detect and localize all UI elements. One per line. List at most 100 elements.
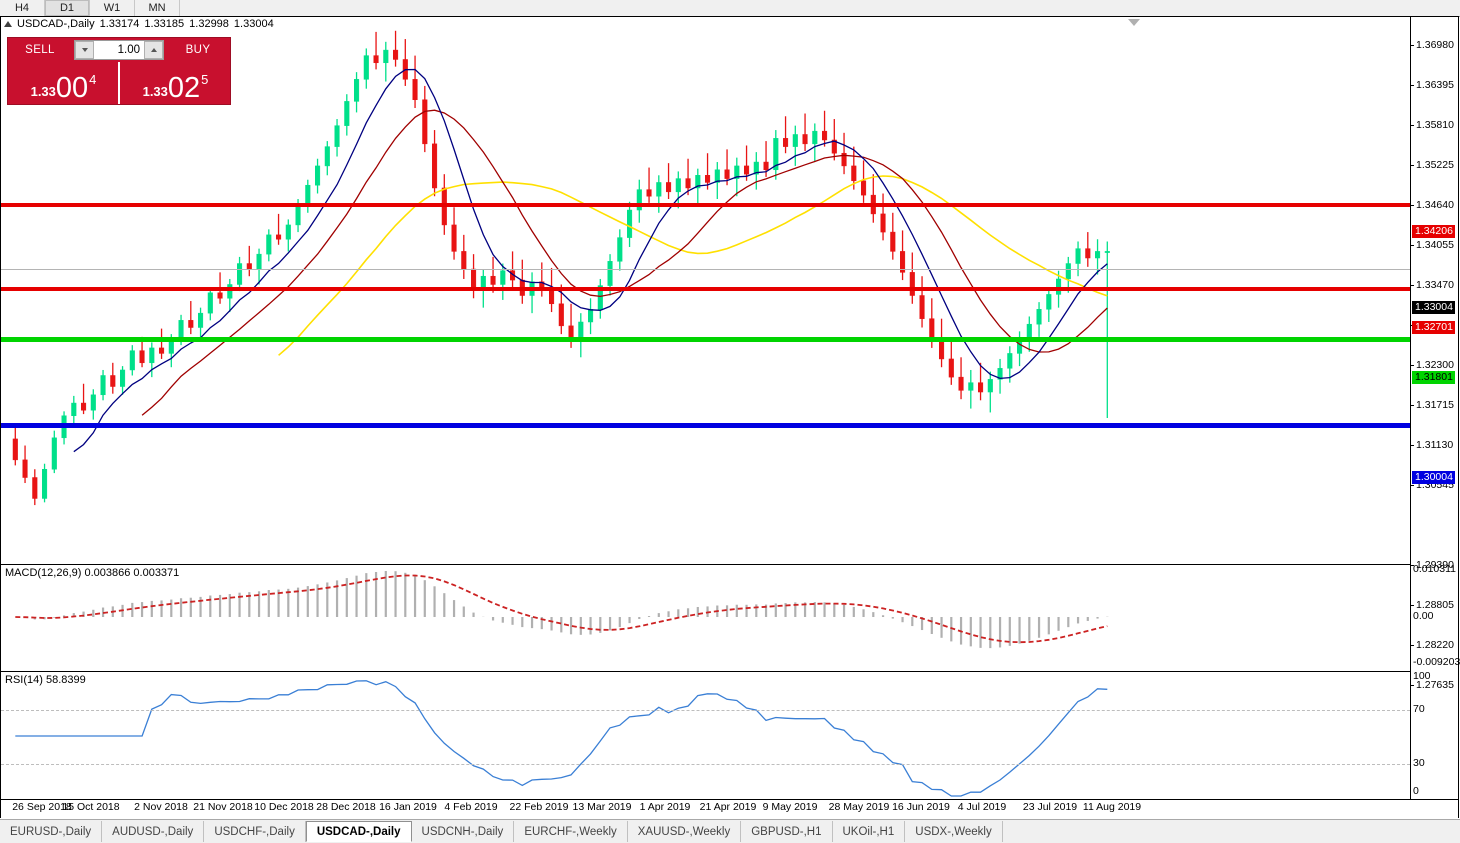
price-tick-label: 1.36980 xyxy=(1416,39,1454,51)
date-label-8: 22 Feb 2019 xyxy=(509,801,569,813)
sell-button[interactable]: 1.33 00 4 xyxy=(8,62,118,104)
rsi-band-30 xyxy=(1,764,1410,765)
price-tick-label: 1.33470 xyxy=(1416,279,1454,291)
buy-button[interactable]: 1.33 02 5 xyxy=(118,62,230,104)
symbol-tab-gbpusd[interactable]: GBPUSD-,H1 xyxy=(741,821,833,842)
symbol-tab-xauusd[interactable]: XAUUSD-,Weekly xyxy=(628,821,742,842)
rsi-tick-label: 30 xyxy=(1413,757,1425,769)
tick-mark xyxy=(1411,685,1414,686)
timeframe-tab-d1[interactable]: D1 xyxy=(45,0,90,16)
level-line-support-blue[interactable] xyxy=(1,423,1410,428)
volume-stepper[interactable]: 1.00 xyxy=(74,40,164,60)
symbol-tab-eurusd[interactable]: EURUSD-,Daily xyxy=(0,821,103,842)
tick-mark xyxy=(1411,445,1414,446)
level-line-support-green[interactable] xyxy=(1,337,1410,342)
buy-price-sup: 5 xyxy=(201,72,209,87)
price-tick-label: 1.32300 xyxy=(1416,359,1454,371)
symbol-tab-usdcnh[interactable]: USDCNH-,Daily xyxy=(412,821,515,842)
level-line-current-price xyxy=(1,269,1410,270)
macd-label: MACD(12,26,9) 0.003866 0.003371 xyxy=(5,567,183,579)
rsi-tick-label: 100 xyxy=(1413,670,1431,682)
price-badge-2: 1.32701 xyxy=(1412,321,1455,334)
level-line-resistance-upper[interactable] xyxy=(1,203,1410,207)
date-label-13: 28 May 2019 xyxy=(828,801,890,813)
timeframe-tab-w1[interactable]: W1 xyxy=(90,0,135,16)
sell-price-head: 1.33 xyxy=(30,84,56,99)
date-label-9: 13 Mar 2019 xyxy=(572,801,632,813)
buy-price-mid: 02 xyxy=(167,72,201,105)
macd-tick-label: -0.009203 xyxy=(1413,656,1460,668)
volume-input[interactable]: 1.00 xyxy=(94,41,144,59)
date-axis: 26 Sep 2018 15 Oct 2018 2 Nov 2018 21 Nov 2… xyxy=(0,800,1459,818)
symbol-tab-usdchf[interactable]: USDCHF-,Daily xyxy=(204,821,306,842)
toolbar-spacer xyxy=(180,0,1460,16)
triangle-up-icon xyxy=(4,21,12,27)
date-label-12: 9 May 2019 xyxy=(762,801,818,813)
tick-mark xyxy=(1411,245,1414,246)
date-label-7: 4 Feb 2019 xyxy=(444,801,498,813)
date-label-16: 23 Jul 2019 xyxy=(1022,801,1078,813)
price-tick-label: 1.31130 xyxy=(1416,439,1454,451)
rsi-tick-label: 70 xyxy=(1413,703,1425,715)
date-label-0: 26 Sep 2018 xyxy=(12,801,72,813)
date-label-5: 28 Dec 2018 xyxy=(316,801,376,813)
trade-panel-price-row: 1.33 00 4 1.33 02 5 xyxy=(8,62,230,104)
rsi-tick-label: 0 xyxy=(1413,785,1419,797)
quote-high: 1.33185 xyxy=(144,18,185,30)
date-label-14: 16 Jun 2019 xyxy=(892,801,950,813)
price-tick-label: 1.31715 xyxy=(1416,399,1454,411)
buy-price-head: 1.33 xyxy=(142,84,168,99)
symbol-tab-eurchf[interactable]: EURCHF-,Weekly xyxy=(514,821,628,842)
chart-frame: USDCAD-,Daily 1.33174 1.33185 1.32998 1.… xyxy=(0,16,1460,800)
date-label-17: 11 Aug 2019 xyxy=(1082,801,1142,813)
tick-mark xyxy=(1411,125,1414,126)
tick-mark xyxy=(1411,45,1414,46)
tick-mark xyxy=(1411,645,1414,646)
rsi-band-70 xyxy=(1,710,1410,711)
tick-mark xyxy=(1411,365,1414,366)
level-line-resistance-lower[interactable] xyxy=(1,287,1410,291)
timeframe-tab-h4[interactable]: H4 xyxy=(0,0,45,16)
quote-symbol: USDCAD-,Daily xyxy=(17,18,95,30)
trade-panel-top-row: SELL 1.00 BUY xyxy=(8,38,230,62)
macd-indicator-pane[interactable]: MACD(12,26,9) 0.003866 0.003371 xyxy=(1,564,1410,671)
price-tick-label: 1.34055 xyxy=(1416,239,1454,251)
rsi-indicator-pane[interactable]: RSI(14) 58.8399 xyxy=(1,671,1410,800)
price-badge-3: 1.31801 xyxy=(1412,371,1455,384)
rsi-series xyxy=(15,680,1108,797)
symbol-tab-usdcad[interactable]: USDCAD-,Daily xyxy=(305,821,412,842)
sell-price-mid: 00 xyxy=(55,72,89,105)
quote-header: USDCAD-,Daily 1.33174 1.33185 1.32998 1.… xyxy=(4,18,278,30)
price-tick-label: 1.34640 xyxy=(1416,199,1454,211)
symbol-tab-ukoil[interactable]: UKOil-,H1 xyxy=(833,821,906,842)
tick-mark xyxy=(1411,605,1414,606)
timeframe-toolbar: H4 D1 W1 MN xyxy=(0,0,1460,17)
quote-open: 1.33174 xyxy=(99,18,140,30)
sell-label[interactable]: SELL xyxy=(25,44,55,56)
macd-tick-label: 0.010311 xyxy=(1413,563,1457,575)
tick-mark xyxy=(1411,205,1414,206)
rsi-label: RSI(14) 58.8399 xyxy=(5,674,89,686)
volume-increase-button[interactable] xyxy=(144,41,163,59)
macd-tick-label: 0.00 xyxy=(1413,610,1434,622)
one-click-trading-panel: SELL 1.00 BUY 1.33 00 4 1.33 02 5 xyxy=(7,37,231,105)
volume-decrease-button[interactable] xyxy=(75,41,94,59)
date-label-4: 10 Dec 2018 xyxy=(254,801,314,813)
price-badge-0: 1.34206 xyxy=(1412,225,1455,238)
tick-mark xyxy=(1411,85,1414,86)
price-badge-1: 1.33004 xyxy=(1412,301,1455,314)
date-label-15: 4 Jul 2019 xyxy=(957,801,1007,813)
buy-label[interactable]: BUY xyxy=(185,44,211,56)
tick-mark xyxy=(1411,165,1414,166)
price-tick-label: 1.35810 xyxy=(1416,119,1454,131)
symbol-tab-usdx[interactable]: USDX-,Weekly xyxy=(905,821,1003,842)
symbol-tab-audusd[interactable]: AUDUSD-,Daily xyxy=(102,821,205,842)
price-axis[interactable]: 1.36980 1.36395 1.35810 1.35225 1.34640 1.340… xyxy=(1411,17,1460,799)
date-label-10: 1 Apr 2019 xyxy=(639,801,691,813)
macd-series xyxy=(15,571,1109,649)
date-label-2: 2 Nov 2018 xyxy=(134,801,188,813)
timeframe-tab-mn[interactable]: MN xyxy=(135,0,180,16)
price-chart-pane[interactable]: USDCAD-,Daily 1.33174 1.33185 1.32998 1.… xyxy=(1,17,1410,563)
quote-low: 1.32998 xyxy=(189,18,229,30)
price-tick-label: 1.35225 xyxy=(1416,159,1454,171)
